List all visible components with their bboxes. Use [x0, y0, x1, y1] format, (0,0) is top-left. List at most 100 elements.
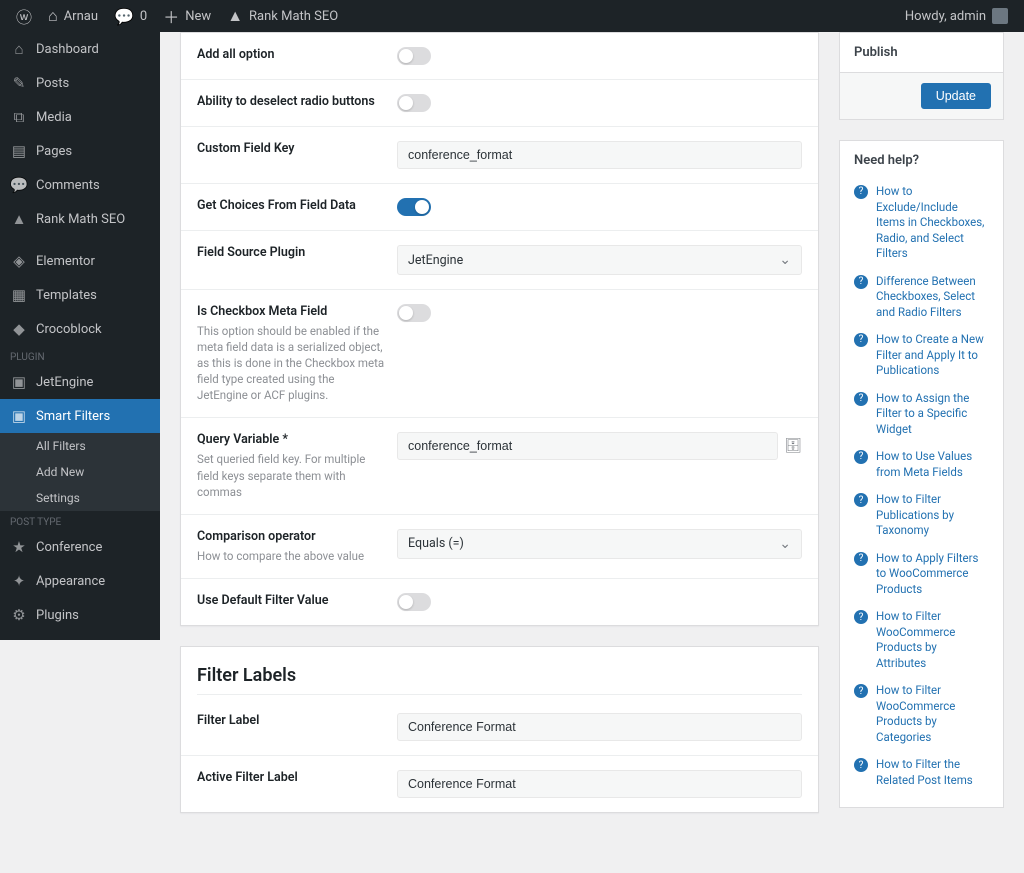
sidebar-label: Smart Filters: [36, 409, 110, 424]
help-link[interactable]: How to Use Values from Meta Fields: [876, 449, 989, 480]
menu-icon: 💬: [10, 176, 28, 194]
sidebar-item-users[interactable]: 👤Users: [0, 632, 160, 640]
sidebar-item-appearance[interactable]: ✦Appearance: [0, 564, 160, 598]
sidebar-label: Plugins: [36, 608, 79, 623]
toggle-use-default[interactable]: [397, 593, 431, 611]
sidebar-label: Appearance: [36, 574, 105, 589]
help-item: ?How to Apply Filters to WooCommerce Pro…: [854, 545, 989, 604]
row-add-all: Add all option: [181, 33, 818, 80]
row-deselect: Ability to deselect radio buttons: [181, 80, 818, 127]
group-label-plugin: PLUGIN: [0, 346, 160, 365]
comments-count: 0: [140, 9, 147, 24]
question-icon: ?: [854, 610, 868, 624]
sidebar-item-media[interactable]: ⧉Media: [0, 100, 160, 134]
sidebar-item-dashboard[interactable]: ⌂Dashboard: [0, 32, 160, 66]
submenu-item-add-new[interactable]: Add New: [0, 459, 160, 485]
sidebar-item-jetengine[interactable]: ▣JetEngine: [0, 365, 160, 399]
new-content[interactable]: ＋New: [155, 0, 219, 32]
sidebar-item-conference[interactable]: ★Conference: [0, 530, 160, 564]
jetengine-icon: ▣: [10, 373, 28, 391]
sidebar-item-smartfilters[interactable]: ▣Smart Filters: [0, 399, 160, 433]
menu-icon: ⚙: [10, 606, 28, 624]
desc-query-var: Set queried field key. For multiple fiel…: [197, 451, 387, 499]
row-active-label: Active Filter Label: [181, 756, 818, 812]
menu-icon: ★: [10, 538, 28, 556]
sidebar-item-templates[interactable]: ▦Templates: [0, 278, 160, 312]
select-value: Equals (=): [408, 536, 464, 551]
help-item: ? How to Exclude/Include Items in Checkbo…: [854, 178, 989, 268]
help-item: ? How to Assign the Filter to a Specific …: [854, 385, 989, 444]
sidebar-label: Elementor: [36, 254, 95, 269]
toggle-add-all[interactable]: [397, 47, 431, 65]
select-source-plugin[interactable]: JetEngine: [397, 245, 802, 275]
sidebar-item-comments[interactable]: 💬Comments: [0, 168, 160, 202]
toggle-get-choices[interactable]: [397, 198, 431, 216]
sidebar-label: Media: [36, 110, 72, 125]
question-icon: ?: [854, 392, 868, 406]
submenu-item-all-filters[interactable]: All Filters: [0, 433, 160, 459]
sidebar-label: Dashboard: [36, 42, 99, 57]
input-query-var[interactable]: [397, 432, 778, 460]
site-link[interactable]: ⌂Arnau: [40, 0, 106, 32]
publish-box: Publish Update: [839, 32, 1004, 120]
main-content: Add all option Ability to deselect radio…: [160, 32, 1024, 873]
label-get-choices: Get Choices From Field Data: [197, 198, 387, 213]
label-query-var: Query Variable *: [197, 432, 387, 447]
help-link[interactable]: How to Apply Filters to WooCommerce Prod…: [876, 551, 989, 598]
comments-link[interactable]: 💬0: [106, 0, 155, 32]
rankmath-link[interactable]: ▲ Rank Math SEO: [219, 0, 346, 32]
row-query-var: Query Variable * Set queried field key. F…: [181, 418, 818, 514]
account-link[interactable]: Howdy, admin: [897, 0, 1016, 32]
help-item: ? How to Create a New Filter and Apply It…: [854, 326, 989, 385]
comment-icon: 💬: [114, 7, 134, 26]
help-link[interactable]: How to Filter the Related Post Items: [876, 757, 989, 788]
help-link[interactable]: Difference Between Checkboxes, Select an…: [876, 274, 989, 321]
input-filter-label[interactable]: [397, 713, 802, 741]
sidebar-item-pages[interactable]: ▤Pages: [0, 134, 160, 168]
toggle-deselect[interactable]: [397, 94, 431, 112]
input-custom-key[interactable]: [397, 141, 802, 169]
database-icon[interactable]: 🗄: [784, 438, 802, 454]
greeting: Howdy, admin: [905, 9, 986, 24]
select-value: JetEngine: [408, 253, 463, 268]
sidebar-label: Pages: [36, 144, 72, 159]
help-link[interactable]: How to Filter Publications by Taxonomy: [876, 492, 989, 539]
input-active-label[interactable]: [397, 770, 802, 798]
help-link[interactable]: How to Create a New Filter and Apply It …: [876, 332, 989, 379]
help-link[interactable]: How to Assign the Filter to a Specific W…: [876, 391, 989, 438]
help-item: ? How to Filter the Related Post Items: [854, 751, 989, 794]
sidebar-item-plugins[interactable]: ⚙ Plugins: [0, 598, 160, 632]
sidebar-item-rank-math-seo[interactable]: ▲Rank Math SEO: [0, 202, 160, 236]
help-link[interactable]: How to Exclude/Include Items in Checkbox…: [876, 184, 989, 262]
sidebar-item-crocoblock[interactable]: ◆Crocoblock: [0, 312, 160, 346]
question-icon: ?: [854, 185, 868, 199]
question-icon: ?: [854, 333, 868, 347]
help-link[interactable]: How to Filter WooCommerce Products by Ca…: [876, 683, 989, 745]
label-custom-key: Custom Field Key: [197, 141, 387, 156]
select-comparison[interactable]: Equals (=): [397, 529, 802, 559]
menu-icon: ◈: [10, 252, 28, 270]
sidebar-label: Crocoblock: [36, 322, 102, 337]
toggle-is-checkbox[interactable]: [397, 304, 431, 322]
submenu-item-settings[interactable]: Settings: [0, 485, 160, 511]
label-deselect: Ability to deselect radio buttons: [197, 94, 387, 109]
question-icon: ?: [854, 758, 868, 772]
label-is-checkbox: Is Checkbox Meta Field: [197, 304, 387, 319]
admin-sidebar: ⌂Dashboard✎Posts⧉Media▤Pages💬Comments▲Ra…: [0, 32, 160, 640]
wp-logo[interactable]: ⓦ: [8, 0, 40, 32]
help-box: Need help? ?How to Exclude/Include Items…: [839, 140, 1004, 808]
seo-label: Rank Math SEO: [249, 9, 338, 24]
sidebar-item-elementor[interactable]: ◈ Elementor: [0, 244, 160, 278]
label-add-all: Add all option: [197, 47, 387, 62]
row-comparison: Comparison operator How to compare the ab…: [181, 515, 818, 579]
update-button[interactable]: Update: [921, 83, 991, 109]
help-link[interactable]: How to Filter WooCommerce Products by At…: [876, 609, 989, 671]
site-name: Arnau: [64, 9, 98, 24]
chart-icon: ▲: [227, 6, 243, 26]
desc-comparison: How to compare the above value: [197, 548, 387, 564]
question-icon: ?: [854, 684, 868, 698]
sidebar-item-posts[interactable]: ✎Posts: [0, 66, 160, 100]
label-comparison: Comparison operator: [197, 529, 387, 544]
plus-icon: ＋: [163, 4, 179, 28]
row-source-plugin: Field Source Plugin JetEngine: [181, 231, 818, 290]
